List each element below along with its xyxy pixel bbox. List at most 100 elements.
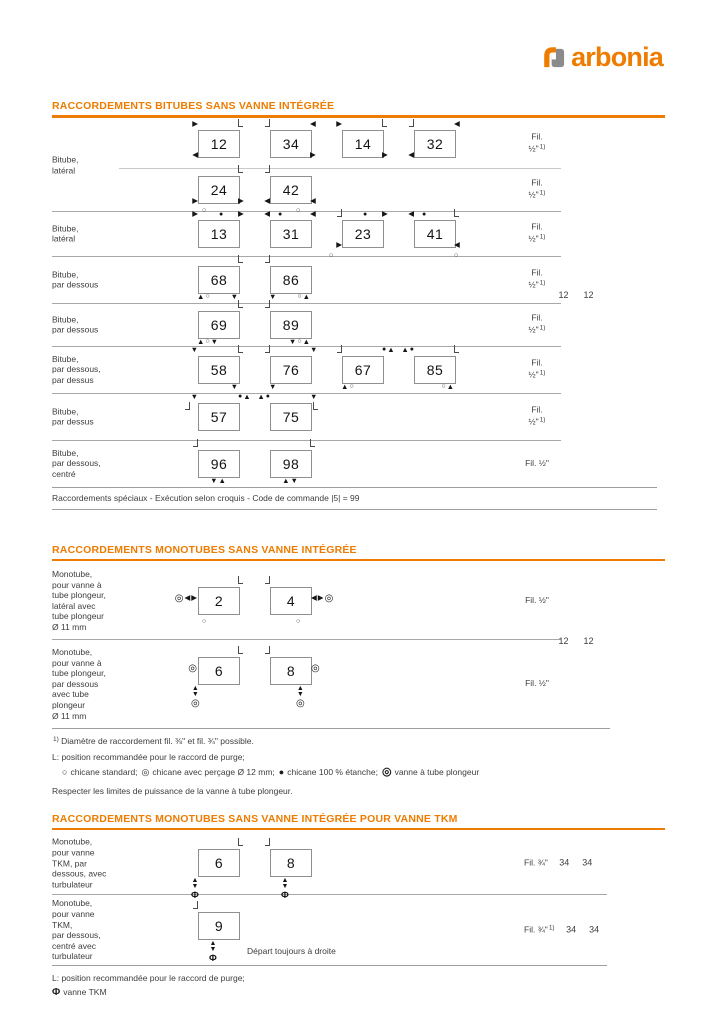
thread-size-text: ½"1) [528,234,546,244]
diagram-96: 96 ▼ ▲ [182,436,254,492]
drilled-symbol-icon: ◎ [141,766,150,777]
radiator-box: 42 [270,175,312,204]
thread-size-text: ½"1) [528,144,546,154]
diagram-13: 13 ▶ ● ▶ [182,206,254,262]
margin-value: 34 [566,924,577,935]
radiator-box: 2 [198,587,240,615]
diagram-marks-hr: ○ [296,207,300,214]
diagram-marks-br: ▶ [310,150,316,159]
arrow-down-icon: ▼ [190,344,198,354]
diagram-marks-tr [238,299,256,308]
plunger-valve-icon: ◎ [311,663,320,674]
row-label: Monotube, pour vanne à tube plongeur, par d… [52,646,106,721]
diagram-marks-tl [252,118,270,127]
plunger-symbol-icon: ◎ [381,765,392,778]
thread-size-label: Fil. ½" [492,458,582,470]
thread-size-text: Fil. [531,404,543,415]
diagram-85: 85 ▲ ● ○ ▲ [398,342,470,398]
arrow-right-icon: ▶ [192,208,198,218]
margin-value: 12 [583,290,594,300]
footnote-purge: L: position recommandée pour le raccord … [52,973,245,984]
diagram-marks-tr [310,438,328,447]
diagram-marks-tl [252,344,270,353]
purge-position-marker [193,901,198,910]
diagram-marks-ul: ▲ ○ [197,292,210,301]
diagram-marks-tr: ◀ [310,209,328,218]
diagram-marks-tr [382,118,400,127]
diagram-marks-rt [313,401,318,410]
arrow-up-icon: ▲ [282,475,290,485]
radiator-box: 13 [198,219,240,248]
arrow-right-icon: ▶ [382,149,388,159]
diagram-89: 89 ▼ ○ ▲ [254,297,326,353]
table-row-group: Monotube, pour vanne TKM, par dessous, avec… [52,832,607,900]
diagram-marks-sc: ▲ ▼ Φ [209,941,217,964]
title-underline [52,558,665,561]
diagram-area: 2 ◎ ◀ ▶ ○ 4 ◀ ▶ ◎ ○ [175,573,333,629]
sealed-baffle-icon: ● [363,210,368,218]
sealed-baffle-icon: ● [409,345,414,353]
row-label: Bitube, latéral [52,154,79,175]
arrow-left-icon: ◀ [264,195,270,205]
arrow-up-icon: ▲ [401,344,409,354]
arrow-down-icon: ▼ [310,391,318,401]
purge-position-marker [265,838,270,847]
purge-position-marker [238,118,243,127]
radiator-box: 67 [342,355,384,384]
diagram-76: 76 ▼ ▼ [254,342,326,398]
radiator-box: 86 [270,265,312,294]
diagram-marks-sr: ▲ ▼ ◎ [296,685,305,709]
diagram-75: 75 ▲ ● ▼ [254,389,326,445]
purge-position-marker [337,208,342,217]
thread-size-text: ½"1) [528,325,546,335]
arrow-left-icon: ◀ [408,208,414,218]
radiator-box: 57 [198,402,240,431]
diagram-marks-sl: ▲ ▼ ◎ [191,685,200,709]
arrow-left-icon: ◀ [311,593,317,602]
table-end-line [52,965,607,967]
plunger-valve-icon: ◎ [296,698,305,709]
tkm-valve-icon: Φ [191,890,199,902]
thread-size-label: Fil. ½"1) [492,357,582,382]
diagram-marks-tr [454,208,472,217]
purge-position-marker [185,401,190,410]
arrow-up-down-icon: ▲ ▼ [209,940,217,953]
radiator-box: 41 [414,219,456,248]
radiator-box: 98 [270,449,312,478]
diagram-marks-sc: ▲ ▼ Φ [281,878,289,901]
diagram-marks-br: ◀ [454,240,460,249]
diagram-area: 58 ▼ ▼ 76 ▼ ▼ 67 ● ▲ ▲ ○ 85 ▲ ● ○ ▲ [182,342,470,398]
departure-note: Départ toujours à droite [247,946,336,957]
radiator-box: 4 [270,587,312,615]
thread-size-text: ½"1) [528,190,546,200]
diagram-32: 32 ◀ ◀ [398,116,470,172]
table-row-group: Monotube, pour vanne à tube plongeur, latér… [52,563,561,640]
diagram-marks-tr: ▶ [382,209,400,218]
purge-position-marker [310,438,315,447]
thread-size-text: Fil. [531,177,543,188]
margin-value: 34 [582,857,593,868]
arrow-right-icon: ▶ [336,239,342,249]
diagram-4: 4 ◀ ▶ ◎ ○ [254,573,333,629]
circle-symbol-icon: ○ [62,766,68,777]
thread-size-text: Fil. ½" [525,457,549,468]
diagram-marks-tr: ▼ [310,345,328,354]
footnote-limits: Respecter les limites de puissance de la… [52,785,293,796]
diagram-marks-tr: ◀ [454,119,472,128]
diagram-marks-bl: ◀ [180,150,198,159]
diagram-marks-tr [238,164,256,173]
row-label: Monotube, pour vanne à tube plongeur, latér… [52,569,106,633]
margin-values: 12 12 [557,636,595,646]
arrow-down-icon: ▼ [210,475,218,485]
diagram-marks-bl: ◀ [252,195,270,205]
thread-size-label: Fil. ¾"1) 34 34 [524,924,601,937]
table-row-group: Bitube, par dessous, centré 96 ▼ ▲ 98 ▲ ▼ Fil. ½" [52,438,561,487]
thread-size-label: Fil. ½" [492,678,582,690]
thread-size-text: Fil. ¾"1) [524,924,555,935]
arrow-right-icon: ▶ [191,593,197,602]
section-monotube-tkm: RACCORDEMENTS MONOTUBES SANS VANNE INTÉG… [52,813,665,1000]
diagram-marks-tcl: ● [278,211,282,218]
legend-text: chicane avec perçage Ø 12 mm; [152,766,275,777]
table-subrow: 6 ▲ ▼ Φ 8 ▲ ▼ Φ Fil. ¾" 34 34 [119,832,607,900]
